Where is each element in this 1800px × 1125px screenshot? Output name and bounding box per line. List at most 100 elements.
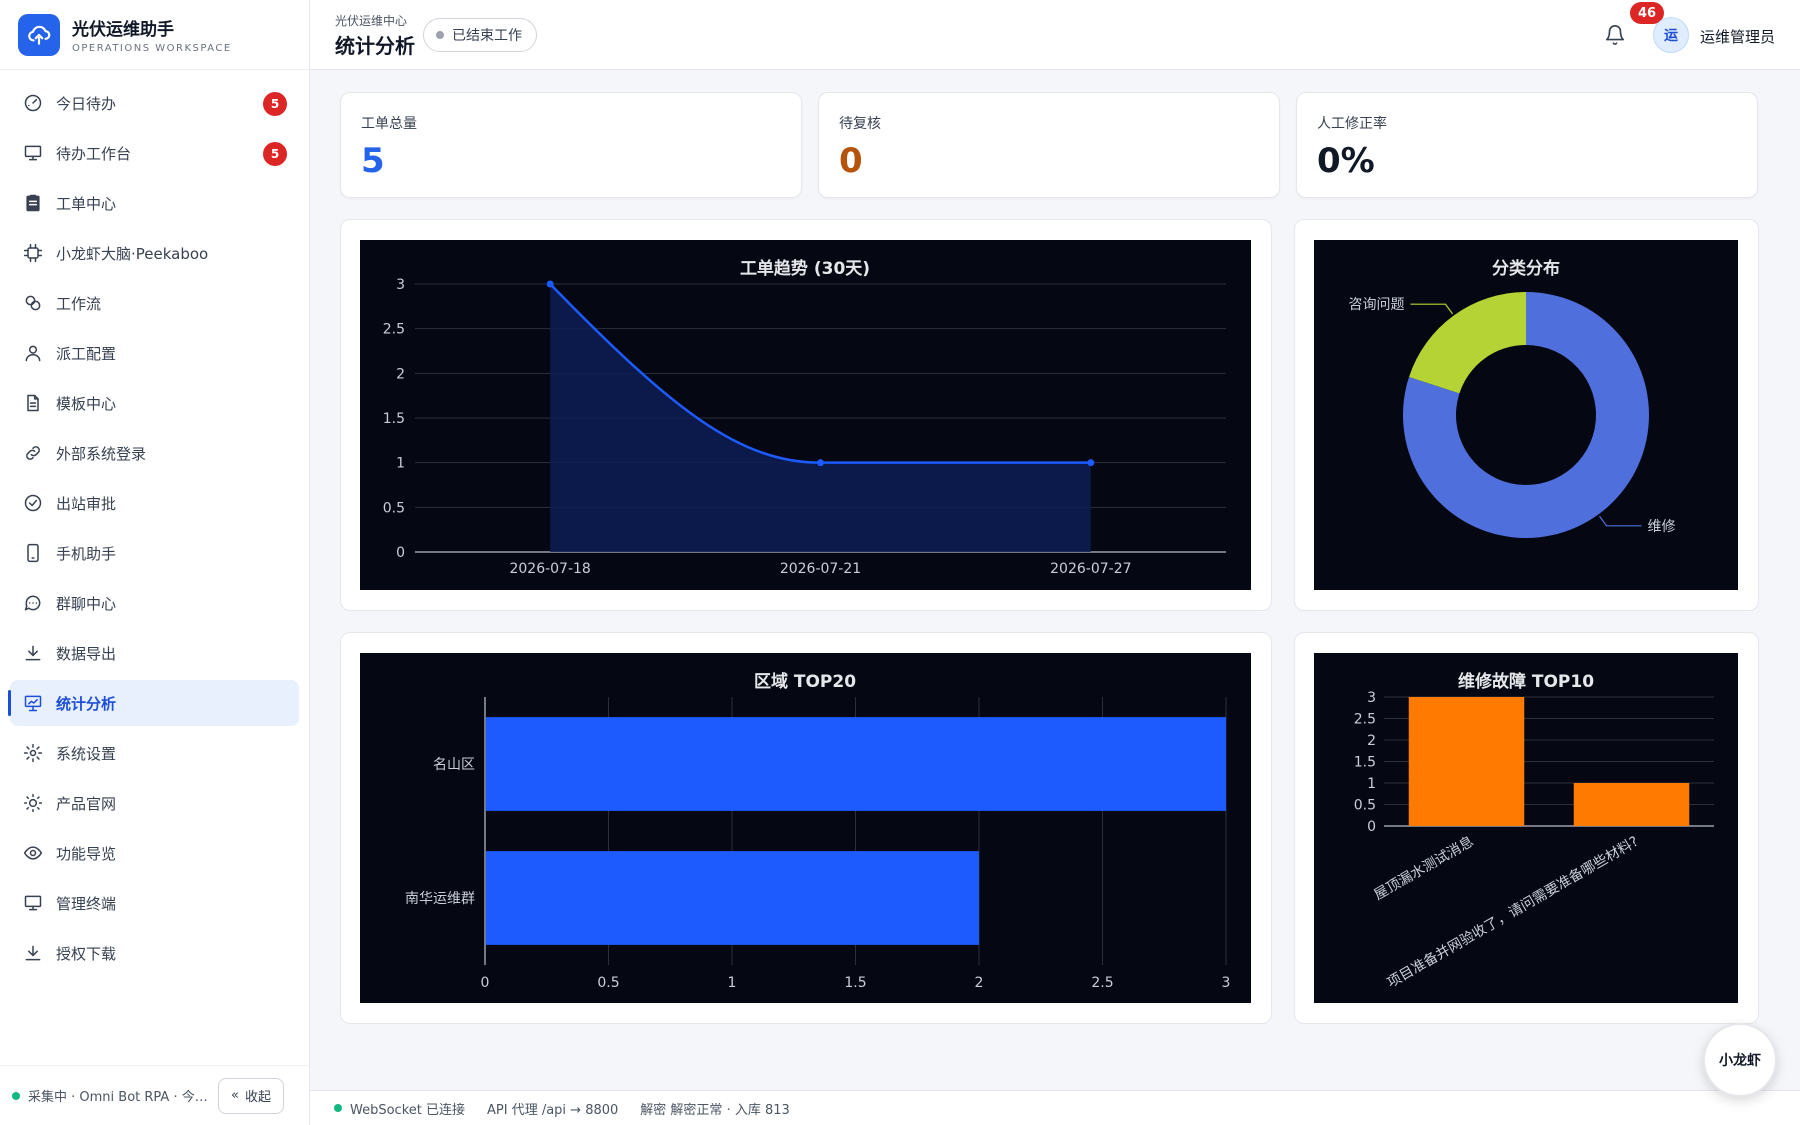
download-icon <box>22 642 44 664</box>
sidebar-item-2[interactable]: 工单中心 <box>10 180 299 226</box>
kpi-value: 0% <box>1317 141 1375 181</box>
chart-title: 分类分布 <box>1492 258 1560 279</box>
sidebar-item-4[interactable]: 工作流 <box>10 280 299 326</box>
category-chart-panel: 分类分布 维修 咨询问题 <box>1294 219 1759 611</box>
y-tick-label: 0 <box>396 545 405 561</box>
y-tick-label: 1.5 <box>383 411 405 427</box>
sidebar-item-11[interactable]: 数据导出 <box>10 630 299 676</box>
trend-point[interactable] <box>546 280 554 288</box>
sun-icon <box>22 792 44 814</box>
sidebar-item-label: 管理终端 <box>56 894 117 913</box>
status-dot <box>436 31 444 39</box>
bell-icon[interactable] <box>1600 20 1630 50</box>
x-tick-label: 1 <box>728 975 737 991</box>
y-tick-label: 3 <box>396 277 405 293</box>
y-tick-label: 0.5 <box>383 500 405 516</box>
sidebar-item-6[interactable]: 模板中心 <box>10 380 299 426</box>
cloud-upload-icon <box>18 13 60 56</box>
y-tick-label: 2 <box>396 366 405 382</box>
brand-title: 光伏运维助手 <box>72 20 174 40</box>
region-bar[interactable] <box>486 717 1226 811</box>
user-name[interactable]: 运维管理员 <box>1700 28 1776 46</box>
trend-chart-panel: 工单趋势 (30天) 0 0.5 1 1.5 2 2.5 3 2026-07-18 2026-07… <box>340 219 1272 611</box>
sidebar-item-label: 模板中心 <box>56 394 117 413</box>
workflow-icon <box>22 292 44 314</box>
eye-icon <box>22 842 44 864</box>
sidebar-item-17[interactable]: 授权下载 <box>10 930 299 976</box>
trend-area <box>550 284 1091 552</box>
work-status-text: 已结束工作 <box>452 28 522 44</box>
phone-icon <box>22 542 44 564</box>
sidebar-item-12[interactable]: 统计分析 <box>8 680 299 726</box>
region-bar[interactable] <box>486 851 979 945</box>
sidebar-item-15[interactable]: 功能导览 <box>10 830 299 876</box>
sidebar-item-7[interactable]: 外部系统登录 <box>10 430 299 476</box>
sidebar-item-label: 产品官网 <box>56 794 117 813</box>
collect-status-dot <box>12 1091 20 1100</box>
kpi-label: 待复核 <box>839 116 881 132</box>
sidebar-item-label: 小龙虾大脑·Peekaboo <box>56 244 209 263</box>
slice-leader-line <box>1410 303 1454 315</box>
sidebar-item-label: 出站审批 <box>56 494 117 513</box>
trend-line-chart-svg: 工单趋势 (30天) 0 0.5 1 1.5 2 2.5 3 2026-07-18 2026-07… <box>383 258 1226 577</box>
sidebar-item-3[interactable]: 小龙虾大脑·Peekaboo <box>10 230 299 276</box>
x-tick-label: 0 <box>481 975 490 991</box>
pie-slice[interactable] <box>1409 292 1526 394</box>
sidebar-item-badge: 5 <box>263 92 287 116</box>
avatar[interactable]: 运 <box>1653 17 1689 53</box>
sidebar-item-label: 工作流 <box>56 294 102 313</box>
x-tick-label: 0.5 <box>597 975 619 991</box>
y-tick-label: 2 <box>1367 733 1376 749</box>
sidebar-item-label: 派工配置 <box>56 344 117 363</box>
sidebar-item-13[interactable]: 系统设置 <box>10 730 299 776</box>
kpi-card-correction-rate: 人工修正率 0% <box>1296 92 1758 198</box>
assistant-fab-button[interactable]: 小龙虾 <box>1703 1023 1777 1097</box>
breadcrumb: 光伏运维中心 <box>335 14 408 28</box>
slice-leader-line <box>1598 515 1642 527</box>
decrypt-status: 解密 解密正常 · 入库 813 <box>640 1102 790 1118</box>
collapse-sidebar-button[interactable]: « 收起 <box>218 1077 284 1114</box>
collect-status-text: 采集中 · Omni Bot RPA · 今日... <box>28 1090 208 1105</box>
sidebar-item-16[interactable]: 管理终端 <box>10 880 299 926</box>
work-status-badge[interactable]: 已结束工作 <box>423 18 537 52</box>
region-chart-panel: 区域 TOP20 0 0.5 1 1.5 2 2.5 3 名山区 南华运维群 <box>340 632 1272 1024</box>
x-category-label: 项目准备并网验收了，请问需要准备哪些材料? <box>1384 833 1641 991</box>
kpi-label: 人工修正率 <box>1317 116 1387 132</box>
fault-bar[interactable] <box>1408 697 1525 826</box>
dashboard-gauge-icon <box>22 92 44 114</box>
sidebar-item-label: 手机助手 <box>56 544 117 563</box>
y-tick-label: 1 <box>1367 776 1376 792</box>
kpi-card-pending-review: 待复核 0 <box>818 92 1280 198</box>
sidebar-footer: 采集中 · Omni Bot RPA · 今日... « 收起 <box>0 1065 310 1125</box>
fault-chart-panel: 维修故障 TOP10 0 0.5 1 1.5 2 2.5 3 屋顶漏水测试消息 项目准备并网验收了… <box>1294 632 1759 1024</box>
sidebar-nav: 今日待办 5 待办工作台 5 工单中心小龙虾大脑·Peekaboo 工作流派工配置模板中心… <box>0 70 309 976</box>
trend-chart: 工单趋势 (30天) 0 0.5 1 1.5 2 2.5 3 2026-07-18 2026-07… <box>360 240 1251 590</box>
x-category-label: 屋顶漏水测试消息 <box>1371 833 1476 904</box>
chat-icon <box>22 592 44 614</box>
sidebar-item-5[interactable]: 派工配置 <box>10 330 299 376</box>
sidebar-item-1[interactable]: 待办工作台 5 <box>10 130 299 176</box>
kpi-card-total: 工单总量 5 <box>340 92 802 198</box>
trend-point[interactable] <box>1087 459 1095 467</box>
document-icon <box>22 392 44 414</box>
fault-bar[interactable] <box>1573 783 1690 826</box>
terminal-monitor-icon <box>22 892 44 914</box>
sidebar-item-0[interactable]: 今日待办 5 <box>10 80 299 126</box>
api-proxy-status: API 代理 /api → 8800 <box>487 1102 619 1118</box>
fault-bar-chart-svg: 维修故障 TOP10 0 0.5 1 1.5 2 2.5 3 屋顶漏水测试消息项目准备并网验收了… <box>1354 671 1714 991</box>
sidebar-item-8[interactable]: 出站审批 <box>10 480 299 526</box>
page-title: 统计分析 <box>335 34 415 58</box>
link-icon <box>22 442 44 464</box>
status-footer: WebSocket 已连接 API 代理 /api → 8800 解密 解密正常… <box>310 1090 1800 1125</box>
sidebar-item-10[interactable]: 群聊中心 <box>10 580 299 626</box>
trend-point[interactable] <box>817 459 824 467</box>
gear-icon <box>22 742 44 764</box>
y-tick-label: 1 <box>396 456 405 472</box>
pie-slice[interactable] <box>1403 292 1649 538</box>
chart-title: 区域 TOP20 <box>754 671 856 692</box>
sidebar-item-label: 统计分析 <box>56 694 117 713</box>
brand-subtitle: OPERATIONS WORKSPACE <box>72 43 232 54</box>
sidebar-item-14[interactable]: 产品官网 <box>10 780 299 826</box>
sidebar-item-9[interactable]: 手机助手 <box>10 530 299 576</box>
